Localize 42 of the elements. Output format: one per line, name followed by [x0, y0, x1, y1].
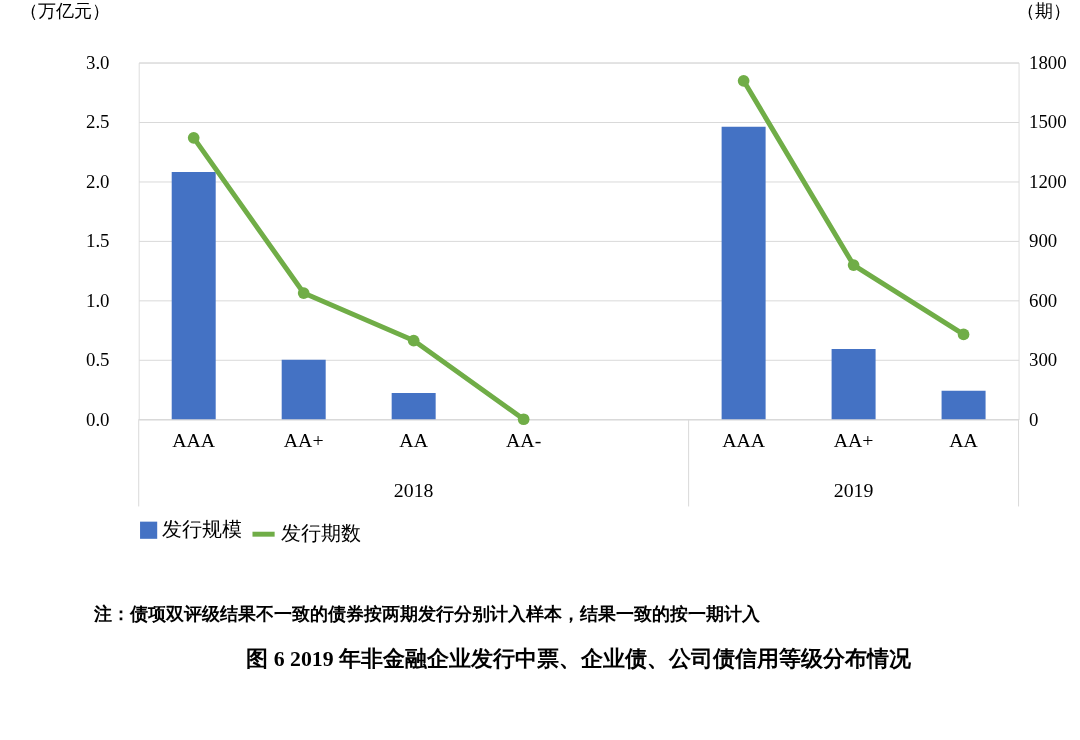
y-tick-label: 2.5 — [85, 111, 110, 133]
x-tick-label: AAA — [172, 429, 216, 452]
point — [407, 334, 420, 347]
y-tick-label: 1.5 — [85, 230, 110, 252]
y2-tick-label: 1500 — [1028, 111, 1067, 133]
point — [187, 132, 200, 144]
x-tick-label: AA — [949, 429, 979, 452]
y2-tick-label: 600 — [1028, 289, 1058, 311]
y-tick-label: 0.0 — [85, 408, 110, 430]
x-tick-label: AA- — [506, 429, 542, 452]
point — [737, 74, 750, 87]
legend-label: 发行规模 — [162, 518, 243, 541]
point — [847, 259, 860, 271]
bar — [171, 171, 216, 420]
x-tick-label: AAA — [722, 429, 766, 452]
x-tick-label: AA+ — [283, 429, 324, 452]
legend-label: 发行期数 — [281, 522, 362, 545]
y2-tick-label: 0 — [1028, 408, 1039, 430]
y-axis-title: （万亿元） — [19, 1, 110, 22]
y2-tick-label: 900 — [1028, 230, 1058, 252]
y-tick-label: 3.0 — [85, 52, 110, 73]
y-tick-label: 0.5 — [85, 349, 110, 371]
point — [297, 287, 310, 299]
bar — [831, 349, 876, 420]
y2-tick-label: 1800 — [1028, 52, 1067, 73]
point — [957, 328, 970, 341]
y2-axis-title: （期） — [1016, 1, 1071, 22]
y-tick-label: 2.0 — [85, 170, 110, 192]
bar — [941, 390, 986, 420]
bar — [281, 359, 326, 420]
y2-tick-label: 1200 — [1028, 170, 1067, 192]
y2-tick-label: 300 — [1028, 349, 1058, 371]
y-tick-label: 1.0 — [85, 289, 110, 311]
bar — [391, 393, 436, 420]
text: 2019 — [833, 478, 874, 501]
text: 2018 — [393, 478, 434, 501]
x-tick-label: AA+ — [833, 429, 874, 452]
point — [517, 413, 530, 426]
text: 图 6 2019 年非金融企业发行中票、企业债、公司债信用等级分布情况 — [246, 646, 913, 671]
text: 注：债项双评级结果不一致的债券按两期发行分别计入样本，结果一致的按一期计入 — [93, 604, 762, 625]
bar — [721, 126, 766, 420]
x-tick-label: AA — [399, 429, 429, 452]
